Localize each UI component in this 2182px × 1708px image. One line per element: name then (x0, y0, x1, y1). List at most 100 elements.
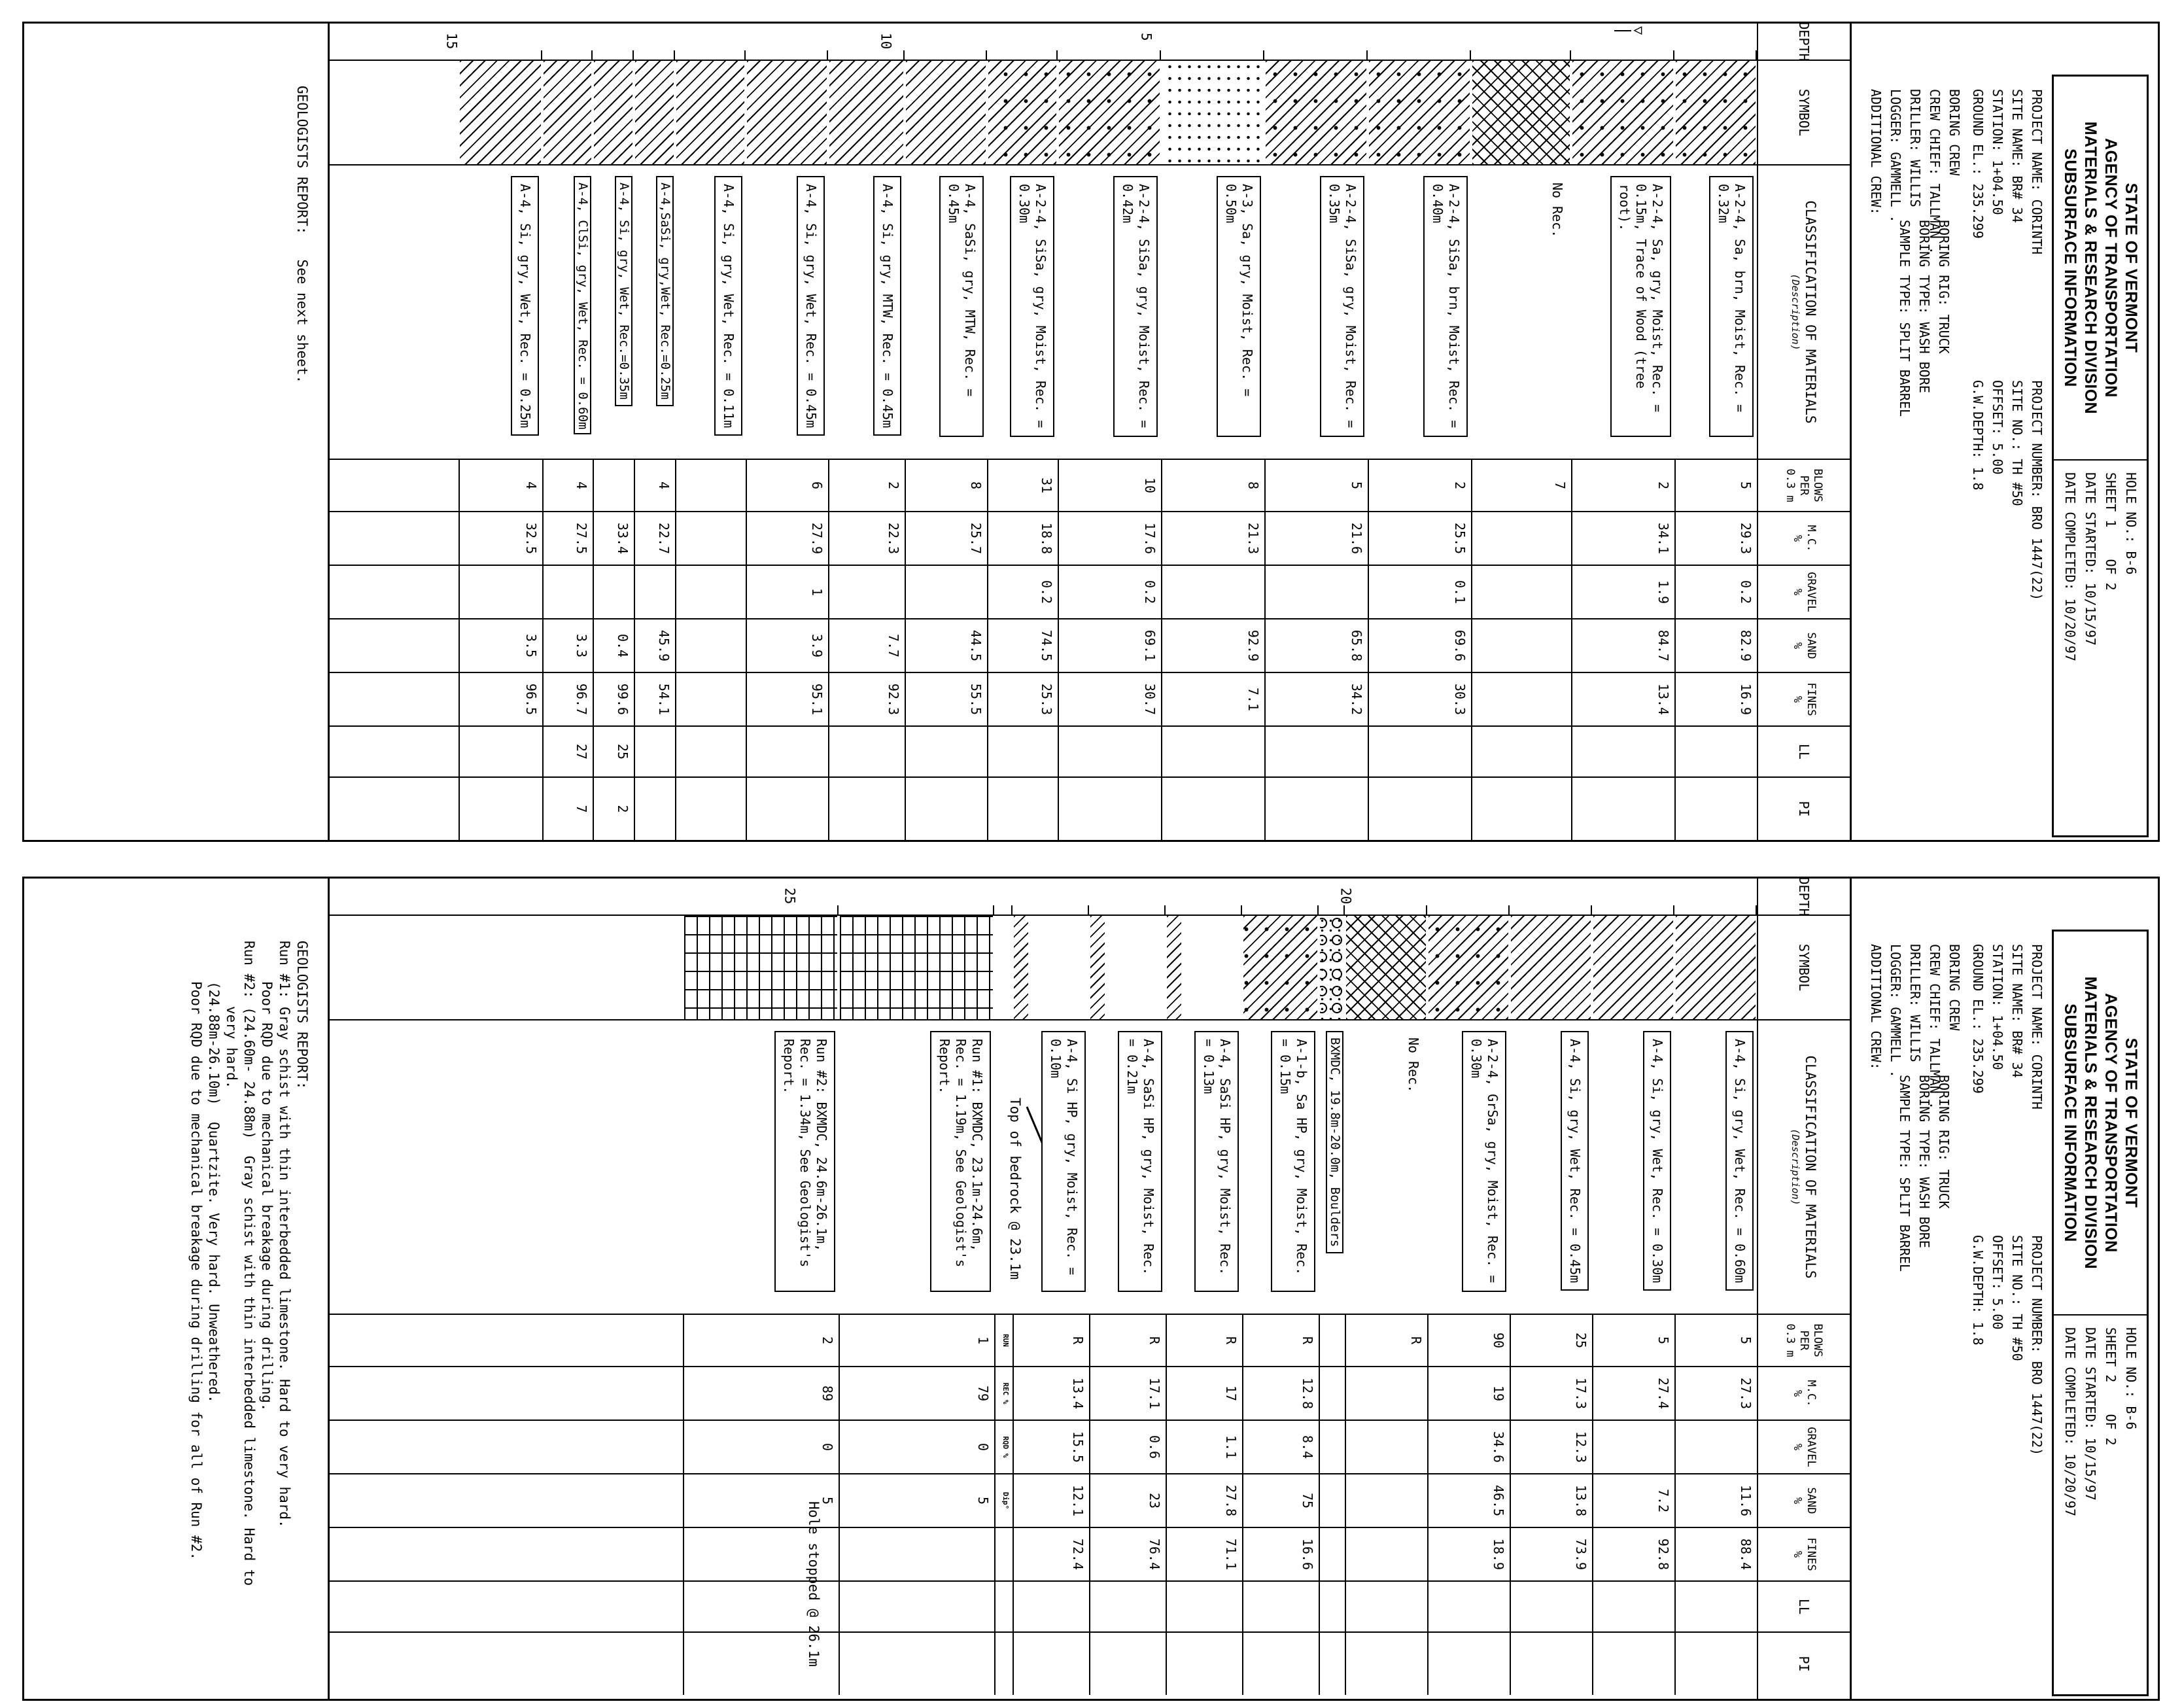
value-cell (330, 512, 459, 566)
value-cell (675, 512, 746, 566)
info-line: PROJECT NAME: CORINTH (2029, 89, 2045, 254)
crew-line: ADDITIONAL CREW: (1868, 89, 1884, 215)
crew-info-left: BORING CREW CREW CHIEF: TALLMAN . DRILLER:… (1866, 944, 1964, 1109)
header-label: 0.3 m (1784, 1323, 1797, 1357)
value-cell: 27.8 (1166, 1474, 1242, 1528)
classification-cell: A-2-4, SiSa, gry, Moist, Rec. = 0.35m (1264, 166, 1368, 460)
value-cell (330, 1315, 683, 1367)
classification-text: A-2-4, SiSa, gry, Moist, Rec. = 0.35m (1320, 176, 1364, 437)
classification-cell: No Rec. (1471, 166, 1571, 460)
classification-cell: A-4, Si, gry, Wet, Rec. = 0.25m (459, 166, 542, 460)
title-line: SUBSURFACE INFORMATION (2061, 1003, 2079, 1242)
value-cell (905, 566, 987, 619)
dots-pattern-icon (1162, 61, 1263, 164)
value-cell (683, 1528, 839, 1582)
value-cell: 76.4 (1089, 1528, 1166, 1582)
value-cell: 34.1 (1571, 512, 1674, 566)
report-line: very hard. (224, 1006, 239, 1089)
value-cell (1571, 727, 1674, 778)
col-classification: CLASSIFICATION OF MATERIALS (Description) (1758, 166, 1850, 460)
report-line: GEOLOGISTS REPORT: See next sheet. (294, 86, 310, 384)
boring-row: A-4, Si, gry, Wet, Rec. = 0.45m 6 27.9 1 3.9… (746, 24, 828, 840)
classification-text: A-3, Sa, gry, Moist, Rec. = 0.50m (1217, 176, 1261, 437)
boring-row: A-4, Si, gry, Wet, Rec. = 0.60m 5 27.3 11.6… (1674, 879, 1757, 1699)
boring-row: No Rec. R (1345, 879, 1427, 1699)
value-cell (675, 673, 746, 727)
symbol-cell (1058, 61, 1161, 166)
table-body: ▽ A-2-4, Sa, brn, Moist, Rec. = 0.32m 5 29… (330, 24, 1757, 840)
value-cell: 0.2 (1674, 566, 1757, 619)
value-cell (994, 1528, 1013, 1582)
header-label: BLOWS (1811, 1323, 1825, 1357)
value-cell: R (1013, 1315, 1089, 1367)
depth-cell (746, 24, 828, 61)
value-cell (839, 1528, 994, 1582)
value-cell (1161, 727, 1264, 778)
value-cell (683, 1582, 839, 1633)
value-cell (330, 1633, 683, 1695)
hatch-pattern-icon (1593, 916, 1673, 1019)
col-ll: LL (1758, 727, 1850, 778)
classification-text: A-4, Si HP, gry, Moist, Rec. = 0.10m (1041, 1031, 1086, 1292)
value-cell (459, 566, 542, 619)
depth-cell (1510, 879, 1592, 916)
header-label: LL (1796, 1598, 1812, 1615)
depth-cell (994, 879, 1013, 916)
header-label: % (1791, 1389, 1804, 1397)
depth-cell (459, 24, 542, 61)
boulders-pattern-icon (1320, 916, 1343, 1019)
report-line: Poor RQD due to mechanical breakage duri… (259, 981, 275, 1412)
boring-row: BXMDC, 19.8m-20.0m, Boulders (1319, 879, 1345, 1699)
symbol-cell (1166, 916, 1242, 1020)
agency-title: STATE OF VERMONT AGENCY OF TRANSPORTATION… (2054, 932, 2147, 1316)
title-line: MATERIALS & RESEARCH DIVISION (2081, 976, 2100, 1270)
symbol-cell (1427, 916, 1510, 1020)
classification-cell (330, 1020, 683, 1315)
agency-title: STATE OF VERMONT AGENCY OF TRANSPORTATION… (2054, 77, 2147, 461)
value-cell: 7 (1471, 460, 1571, 512)
header-label: SYMBOL (1796, 943, 1812, 992)
col-mc: M.C.% (1758, 512, 1850, 566)
value-cell (1674, 778, 1757, 840)
sliver-pattern-icon (1090, 916, 1164, 1019)
value-cell (1345, 1367, 1427, 1421)
value-cell (1319, 1367, 1345, 1421)
depth-cell (1368, 24, 1471, 61)
crew-info-left: BORING CREW CREW CHIEF: TALLMAN . DRILLER:… (1866, 89, 1964, 254)
symbol-cell (593, 61, 634, 166)
crew-line: DRILLER: WILLIS (1907, 89, 1923, 207)
col-sand: SAND% (1758, 1474, 1850, 1528)
classification-cell: Run #1: BXMDC, 23.1m-24.6m, Rec. = 1.19m… (839, 1020, 994, 1315)
value-cell (1471, 566, 1571, 619)
value-cell: 82.9 (1674, 619, 1757, 673)
header-label: % (1791, 1443, 1804, 1451)
value-cell (1674, 1582, 1757, 1633)
boring-row: A-4, Si, gry, MTW, Rec. = 0.45m 2 22.3 7.7 9… (828, 24, 905, 840)
symbol-cell (1592, 916, 1674, 1020)
title-line: AGENCY OF TRANSPORTATION (2102, 138, 2120, 398)
value-cell: 13.4 (1571, 673, 1674, 727)
value-cell: 45.9 (634, 619, 675, 673)
value-cell: 12.3 (1510, 1421, 1592, 1474)
header-label: M.C. (1805, 525, 1818, 552)
value-cell: 88.4 (1674, 1528, 1757, 1582)
value-cell (1242, 1582, 1319, 1633)
header-label: PI (1796, 801, 1812, 817)
classification-text: A-4, SaSi HP, gry, Moist, Rec. = 0.13m (1194, 1031, 1239, 1292)
value-cell: 7.1 (1161, 673, 1264, 727)
value-cell: 0.2 (987, 566, 1058, 619)
sliver-pattern-icon (1167, 916, 1241, 1019)
value-cell: 1 (746, 566, 828, 619)
value-cell: 3.9 (746, 619, 828, 673)
info-line: SITE NO.: TH #50 (2009, 1235, 2025, 1361)
value-cell (1471, 778, 1571, 840)
depth-cell (1674, 879, 1757, 916)
hatch-pattern-icon (635, 61, 674, 164)
title-line: MATERIALS & RESEARCH DIVISION (2081, 121, 2100, 415)
crew-line: CREW CHIEF: TALLMAN . (1927, 944, 1943, 1109)
value-cell: 17.1 (1089, 1367, 1166, 1421)
classification-text: BXMDC, 19.8m-20.0m, Boulders (1326, 1031, 1343, 1254)
depth-cell (839, 879, 994, 916)
boring-row: A-4, Si, gry, Wet, Rec. = 0.11m (675, 24, 746, 840)
report-line: (24.88m-26.10m) Quartzite. Very hard. Un… (206, 981, 222, 1403)
